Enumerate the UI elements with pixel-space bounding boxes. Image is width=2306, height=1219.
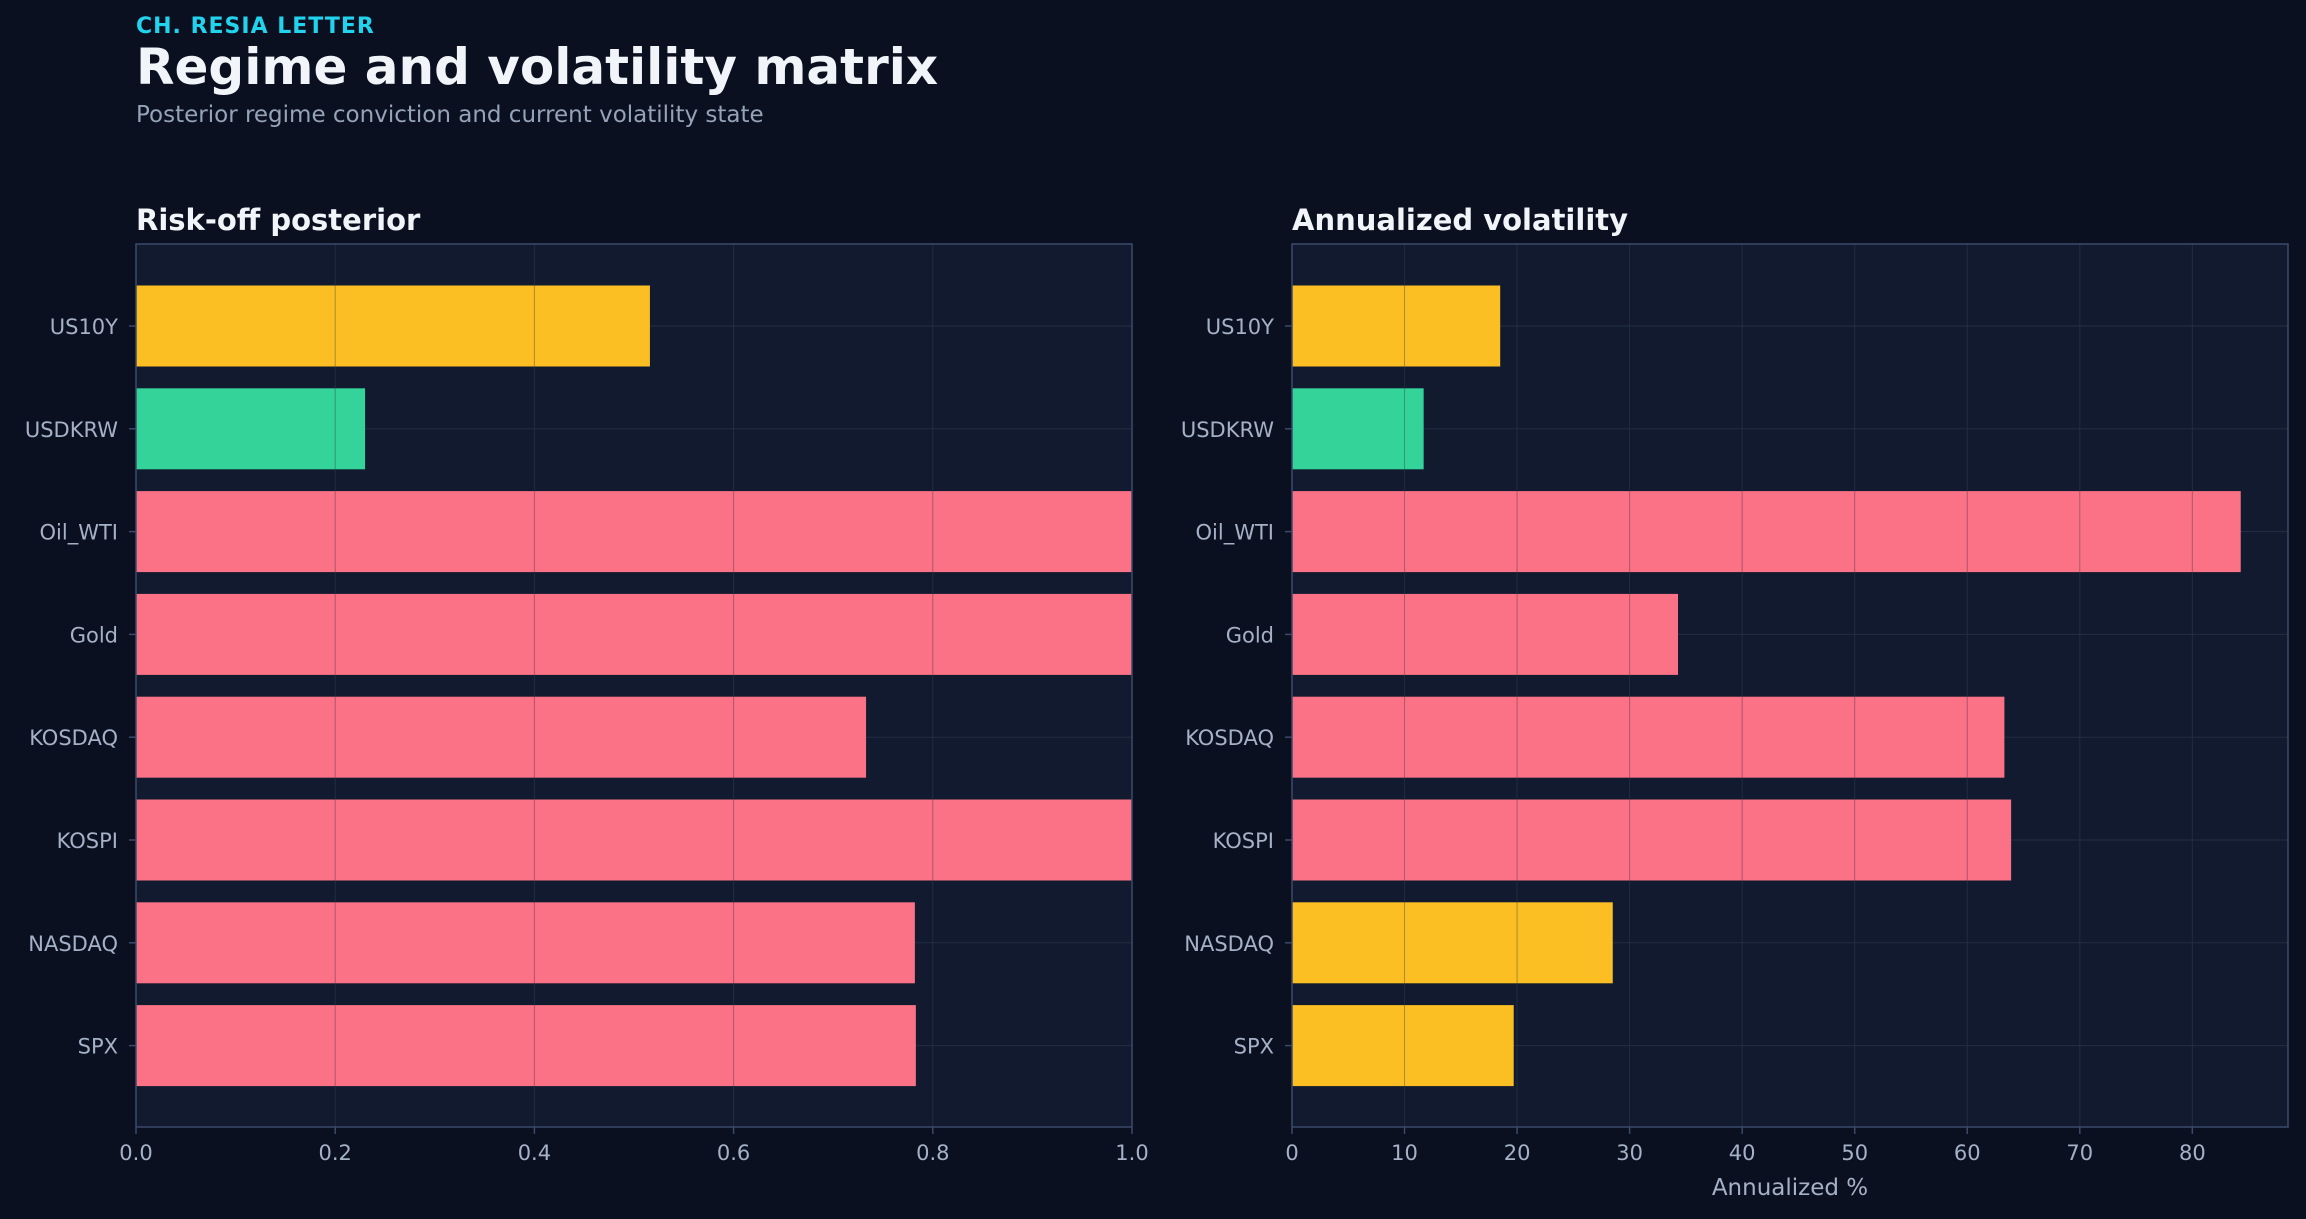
y-tick-label-volatility: KOSPI — [1213, 829, 1274, 853]
plot-frame-volatility — [1291, 243, 2289, 1128]
x-tick-label-risk-off: 0.8 — [916, 1141, 949, 1165]
bar-risk-off-gold — [136, 593, 1132, 675]
x-tick-label-volatility: 60 — [1954, 1141, 1981, 1165]
bar-volatility-oil-wti — [1292, 491, 2241, 573]
panel-title-risk-off: Risk-off posterior — [136, 203, 421, 237]
bar-risk-off-nasdaq — [136, 902, 915, 984]
bar-risk-off-oil-wti — [136, 491, 1132, 573]
y-tick-label-risk-off: USDKRW — [25, 418, 118, 442]
bar-volatility-us10y — [1292, 285, 1501, 367]
bar-volatility-kospi — [1292, 799, 2012, 881]
bar-risk-off-kosdaq — [136, 696, 867, 778]
x-tick-label-risk-off: 0.4 — [518, 1141, 551, 1165]
bar-volatility-nasdaq — [1292, 902, 1613, 984]
y-tick-label-risk-off: KOSPI — [57, 829, 118, 853]
page-title: Regime and volatility matrix — [136, 38, 939, 96]
x-tick-label-volatility: 50 — [1841, 1141, 1868, 1165]
panel-title-volatility: Annualized volatility — [1292, 203, 1628, 237]
y-tick-label-volatility: Oil_WTI — [1196, 521, 1274, 546]
plot-area-risk-off — [136, 244, 1132, 1127]
y-tick-label-volatility: NASDAQ — [1184, 932, 1274, 956]
page-subtitle: Posterior regime conviction and current … — [136, 102, 764, 128]
y-tick-label-risk-off: Oil_WTI — [40, 521, 118, 546]
bar-volatility-kosdaq — [1292, 696, 2005, 778]
eyebrow-label: CH. RESIA LETTER — [136, 14, 375, 39]
x-tick-label-volatility: 10 — [1391, 1141, 1418, 1165]
y-tick-label-volatility: Gold — [1226, 623, 1274, 647]
y-tick-label-volatility: US10Y — [1206, 315, 1274, 339]
x-tick-label-risk-off: 0.6 — [717, 1141, 750, 1165]
y-tick-label-risk-off: NASDAQ — [28, 932, 118, 956]
x-tick-label-volatility: 0 — [1285, 1141, 1298, 1165]
bar-risk-off-spx — [136, 1005, 916, 1087]
bar-risk-off-us10y — [136, 285, 650, 367]
bar-risk-off-kospi — [136, 799, 1132, 881]
x-tick-label-volatility: 20 — [1504, 1141, 1531, 1165]
x-tick-label-risk-off: 0.2 — [318, 1141, 351, 1165]
x-tick-label-risk-off: 0.0 — [119, 1141, 152, 1165]
y-tick-label-risk-off: US10Y — [50, 315, 118, 339]
y-tick-label-volatility: USDKRW — [1181, 418, 1274, 442]
x-tick-label-volatility: 70 — [2066, 1141, 2093, 1165]
y-tick-label-volatility: KOSDAQ — [1185, 726, 1274, 750]
x-tick-label-volatility: 30 — [1616, 1141, 1643, 1165]
bar-volatility-spx — [1292, 1005, 1514, 1087]
y-tick-label-risk-off: SPX — [78, 1035, 118, 1059]
x-tick-label-volatility: 80 — [2179, 1141, 2206, 1165]
x-tick-label-volatility: 40 — [1729, 1141, 1756, 1165]
bar-volatility-gold — [1292, 593, 1679, 675]
plot-area-volatility — [1292, 244, 2288, 1127]
plot-frame-risk-off — [135, 243, 1133, 1128]
y-tick-label-volatility: SPX — [1234, 1035, 1274, 1059]
x-axis-label-volatility: Annualized % — [1712, 1175, 1868, 1201]
y-tick-label-risk-off: Gold — [70, 623, 118, 647]
y-tick-label-risk-off: KOSDAQ — [29, 726, 118, 750]
bar-volatility-usdkrw — [1292, 388, 1424, 470]
x-tick-label-risk-off: 1.0 — [1115, 1141, 1148, 1165]
bar-risk-off-usdkrw — [136, 388, 366, 470]
